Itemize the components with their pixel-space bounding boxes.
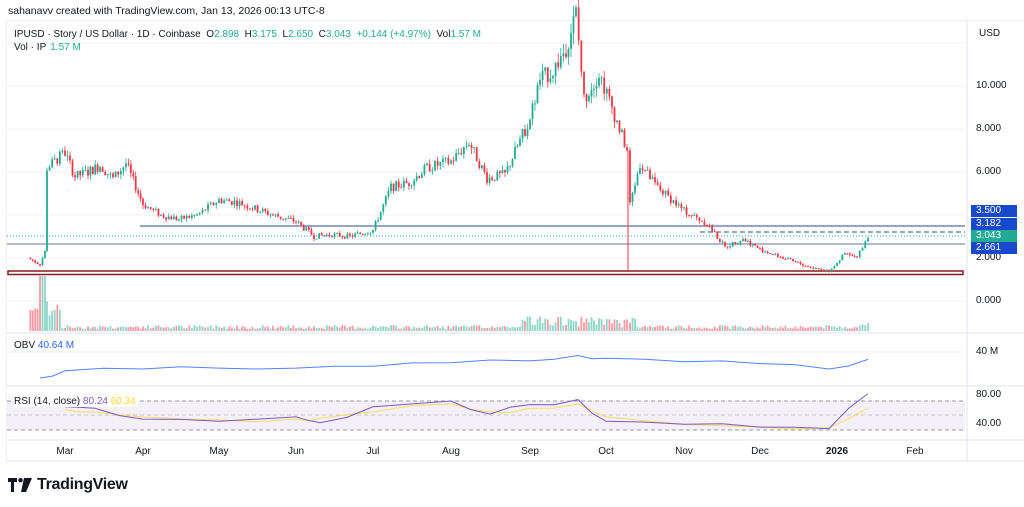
price-tick: 6.000 (976, 166, 1002, 177)
tradingview-logo[interactable]: TradingView (8, 476, 128, 494)
time-tick: Jul (366, 446, 380, 457)
price-tag-current: 3.043 (971, 230, 1017, 242)
time-tick: Mar (56, 446, 74, 457)
price-tag-2661: 2.661 (971, 242, 1017, 254)
tradingview-icon (8, 478, 32, 492)
grid-lines (7, 42, 965, 302)
price-tag-3500: 3.500 (971, 205, 1017, 217)
close-value: 3.043 (325, 29, 351, 40)
time-tick: Oct (598, 446, 614, 457)
volume-bars (29, 276, 869, 331)
support-zone (7, 270, 964, 276)
time-tick: Feb (906, 446, 924, 457)
time-tick: Aug (442, 446, 460, 457)
open-value: 2.898 (214, 29, 240, 40)
obv-axis-tick: 40 M (976, 346, 999, 357)
time-tick: Nov (675, 446, 693, 457)
symbol-title: IPUSD · Story / US Dollar · 1D · Coinbas… (14, 29, 201, 40)
symbol-legend[interactable]: IPUSD · Story / US Dollar · 1D · Coinbas… (14, 29, 482, 40)
currency-label[interactable]: USD (979, 28, 1001, 39)
low-value: 2.650 (288, 29, 314, 40)
rsi-value: 80.24 (82, 396, 108, 407)
chart-frame (6, 20, 1024, 462)
obv-legend[interactable]: OBV 40.64 M (14, 340, 75, 351)
brand-name: TradingView (37, 476, 128, 493)
candlesticks (29, 0, 869, 273)
price-tick: 0.000 (976, 295, 1002, 306)
volume-value: 1.57 M (450, 29, 482, 40)
price-tick: 2.000 (976, 252, 1002, 263)
price-tick: 10.000 (976, 80, 1007, 91)
obv-line (39, 354, 869, 379)
obv-value: 40.64 M (37, 340, 75, 351)
rsi-levels (7, 400, 965, 431)
price-tag-3182: 3.182 (971, 218, 1017, 230)
high-value: 3.175 (251, 29, 277, 40)
time-tick-year: 2026 (825, 446, 849, 457)
time-tick: Dec (751, 446, 769, 457)
change-value: +0.144 (+4.97%) (356, 29, 431, 40)
volume-legend[interactable]: Vol · IP 1.57 M (14, 42, 81, 53)
price-tick: 8.000 (976, 123, 1002, 134)
time-tick: Jun (287, 446, 305, 457)
time-tick: May (209, 446, 229, 457)
rsi-axis-tick: 40.00 (976, 418, 1002, 429)
rsi-line (64, 393, 869, 430)
rsi-axis-tick: 80.00 (976, 389, 1002, 400)
chart-credit: sahanavv created with TradingView.com, J… (8, 5, 325, 17)
time-tick: Apr (135, 446, 151, 457)
time-tick: Sep (521, 446, 539, 457)
rsi-ma-value: 60.34 (110, 396, 136, 407)
rsi-legend[interactable]: RSI (14, close) 80.24 60.34 (14, 396, 138, 407)
